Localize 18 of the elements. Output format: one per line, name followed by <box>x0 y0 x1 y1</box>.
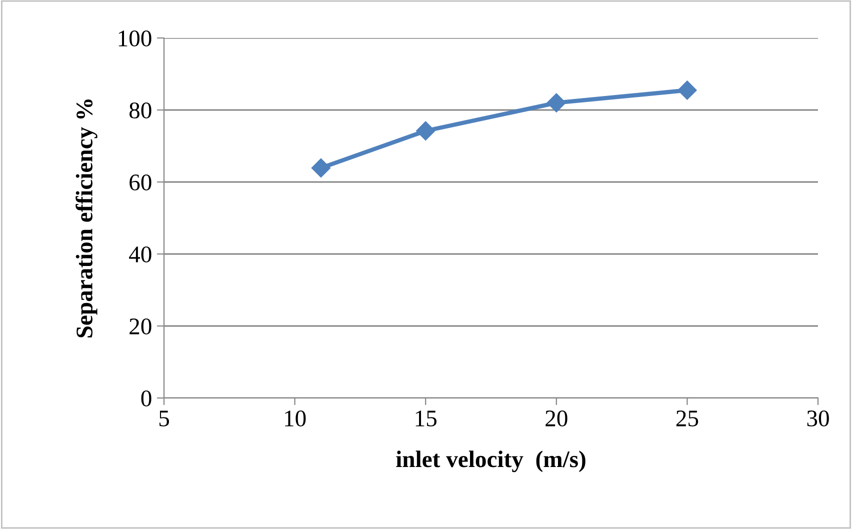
point <box>678 80 697 100</box>
x-axis-title: inlet velocity (m/s) <box>396 450 586 472</box>
y-tick-label: 60 <box>130 174 152 190</box>
point <box>546 93 566 112</box>
y-tick-label: 40 <box>129 246 152 262</box>
x-tick-label: 5 <box>159 410 169 426</box>
x-tick-label: 20 <box>546 410 568 426</box>
y-tick-label: 0 <box>141 390 152 406</box>
y-tick-label: 100 <box>118 30 152 46</box>
x-tick-label: 10 <box>285 410 306 426</box>
x-tick-label: 15 <box>416 410 436 426</box>
x-tick-label: 30 <box>807 410 829 426</box>
point <box>311 158 330 178</box>
x-tick-label: 25 <box>676 410 698 426</box>
y-tick-label: 80 <box>129 102 152 118</box>
point <box>416 121 436 140</box>
y-axis-title: Separation efficiency % <box>76 100 98 338</box>
y-tick-label: 20 <box>130 318 152 334</box>
